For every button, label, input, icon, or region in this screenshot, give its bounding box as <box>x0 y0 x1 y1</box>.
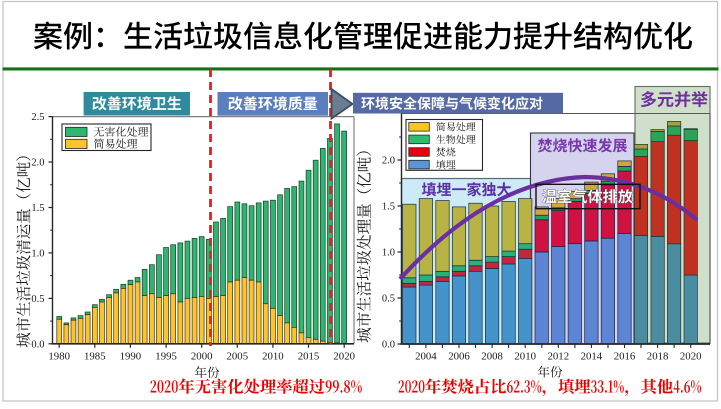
svg-text:1.0: 1.0 <box>31 249 44 260</box>
svg-text:2008: 2008 <box>481 350 503 362</box>
svg-text:1990: 1990 <box>120 350 142 362</box>
svg-text:2.0: 2.0 <box>382 156 395 167</box>
svg-text:1985: 1985 <box>84 350 106 362</box>
svg-text:2005: 2005 <box>227 350 249 362</box>
svg-text:2010: 2010 <box>514 350 536 362</box>
svg-text:2016: 2016 <box>614 350 636 362</box>
svg-text:2020: 2020 <box>333 350 355 362</box>
svg-text:2020: 2020 <box>680 350 702 362</box>
svg-text:0.5: 0.5 <box>382 294 395 305</box>
svg-text:2004: 2004 <box>415 350 437 362</box>
svg-text:2010: 2010 <box>262 350 284 362</box>
svg-text:1.5: 1.5 <box>31 203 44 214</box>
svg-text:0.5: 0.5 <box>31 294 44 305</box>
svg-text:2.5: 2.5 <box>31 112 44 123</box>
svg-text:2015: 2015 <box>298 350 320 362</box>
svg-text:2.0: 2.0 <box>31 158 44 169</box>
svg-text:0.0: 0.0 <box>31 339 44 350</box>
svg-text:1.0: 1.0 <box>382 248 395 259</box>
svg-text:1980: 1980 <box>48 350 70 362</box>
svg-text:2018: 2018 <box>647 350 669 362</box>
svg-text:2006: 2006 <box>448 350 470 362</box>
svg-text:1995: 1995 <box>155 350 177 362</box>
svg-text:2012: 2012 <box>548 350 570 362</box>
svg-text:2014: 2014 <box>581 350 603 362</box>
svg-text:1.5: 1.5 <box>382 202 395 213</box>
svg-text:0.0: 0.0 <box>382 340 395 351</box>
svg-text:2000: 2000 <box>191 350 213 362</box>
